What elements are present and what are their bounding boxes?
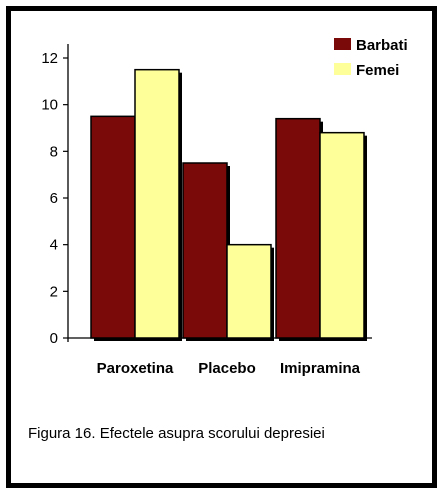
legend-label: Barbati [356,37,408,54]
bar [319,131,365,339]
y-tick-label: 8 [50,143,58,160]
chart-labels: 0 2 4 6 8 10 12 Paroxetina Placebo Imipramina [41,50,360,377]
y-tick-label: 2 [50,283,58,300]
bar [134,68,180,339]
x-category-label: Placebo [198,360,256,377]
chart-legend: Barbati Femei [334,37,408,79]
x-category-label: Imipramina [280,360,361,377]
legend-swatch [334,63,351,75]
bar [90,115,136,339]
bar [182,162,228,339]
y-tick-label: 4 [50,237,58,254]
bar [275,117,321,339]
x-category-label: Paroxetina [97,360,174,377]
legend-label: Femei [356,62,399,79]
y-tick-label: 10 [41,97,58,114]
legend-swatch [334,38,351,50]
bar [226,243,272,339]
y-tick-label: 12 [41,50,58,67]
figure-caption: Figura 16. Efectele asupra scorului depr… [28,425,325,442]
y-tick-label: 0 [50,330,58,347]
chart-bars [90,68,367,342]
y-tick-label: 6 [50,190,58,207]
